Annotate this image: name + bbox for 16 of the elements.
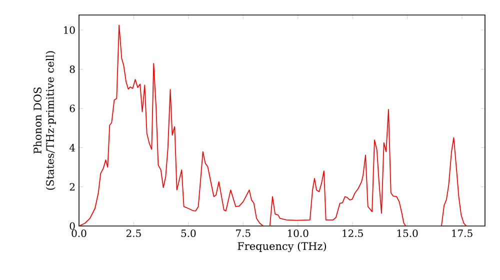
y-tick-label: 0 bbox=[70, 222, 75, 230]
y-tick-label: 6 bbox=[70, 104, 75, 112]
y-tick-label: 8 bbox=[70, 65, 75, 74]
x-tick-label: 2.5 bbox=[126, 230, 141, 238]
x-tick-label: 12.5 bbox=[342, 230, 363, 238]
x-axis-title: Frequency (THz) bbox=[238, 242, 326, 252]
x-tick-label: 10.0 bbox=[288, 230, 308, 238]
y-tick-label: 2 bbox=[70, 183, 74, 191]
x-tick-label: 0.0 bbox=[72, 230, 86, 238]
x-tick-label: 7.5 bbox=[236, 230, 250, 237]
y-tick-label: 10 bbox=[64, 26, 75, 34]
x-tick-label: 5.0 bbox=[181, 230, 196, 238]
y-axis-title: Phonon DOS (States/THz·primitive cell) bbox=[33, 51, 56, 190]
x-tick-label: 15.0 bbox=[397, 230, 418, 238]
y-tick-label: 4 bbox=[69, 144, 75, 152]
x-tick-label: 17.5 bbox=[452, 230, 472, 238]
